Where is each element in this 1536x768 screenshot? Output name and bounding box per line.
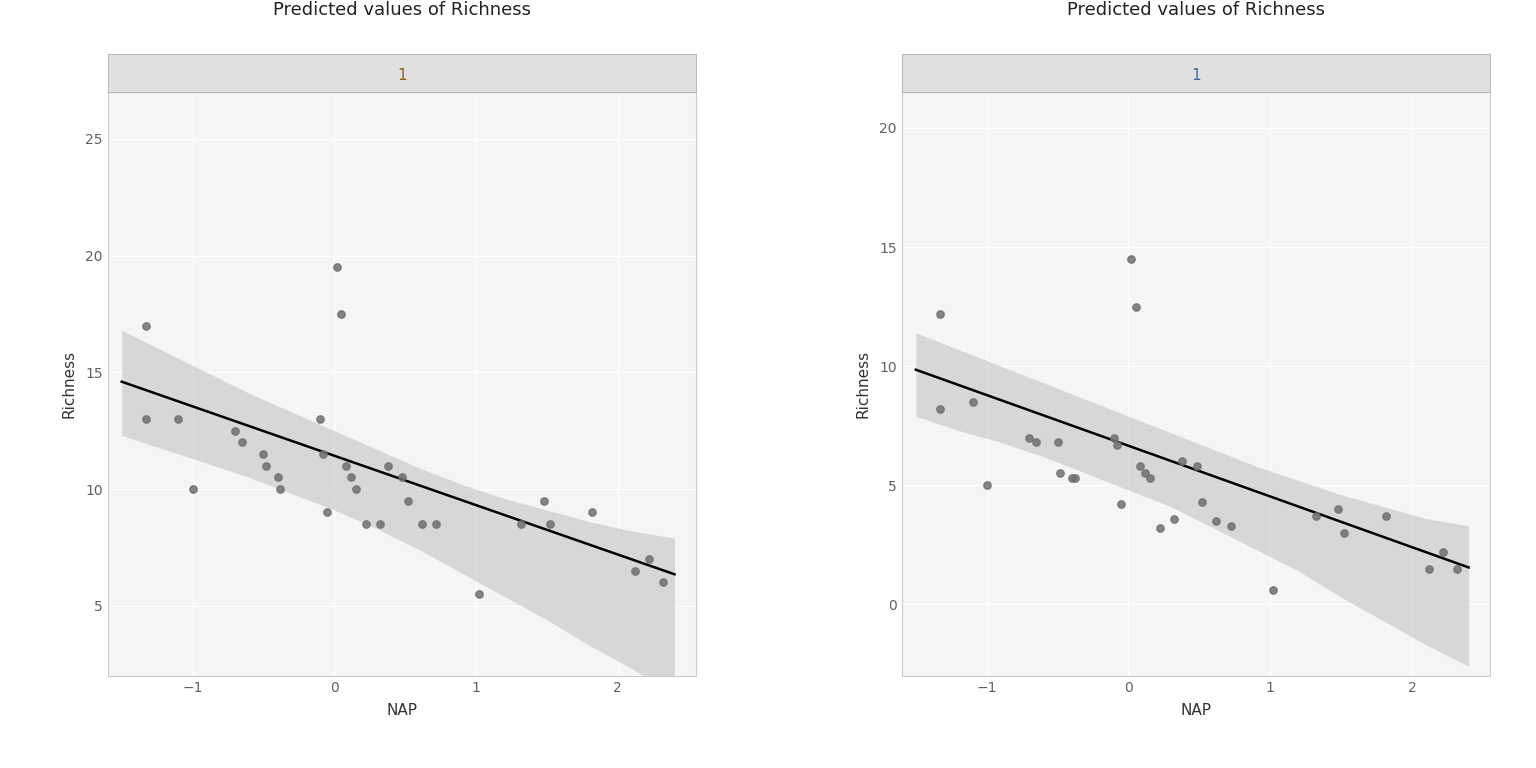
- Point: [1138, 472, 1163, 485]
- Point: [396, 495, 421, 507]
- Point: [637, 553, 662, 565]
- Point: [1332, 527, 1356, 539]
- Point: [353, 518, 378, 530]
- Point: [339, 472, 364, 484]
- Point: [134, 413, 158, 425]
- Point: [166, 413, 190, 425]
- Point: [252, 448, 276, 460]
- Point: [343, 483, 367, 495]
- Title: Predicted values of Richness: Predicted values of Richness: [1068, 2, 1324, 19]
- Point: [1123, 300, 1147, 313]
- Point: [1063, 472, 1087, 485]
- X-axis label: NAP: NAP: [386, 703, 418, 718]
- Point: [960, 396, 985, 408]
- Point: [1127, 460, 1152, 472]
- Point: [1104, 439, 1129, 451]
- Point: [651, 576, 676, 588]
- Point: [581, 506, 605, 518]
- Point: [1147, 522, 1172, 535]
- Point: [1017, 432, 1041, 444]
- Point: [508, 518, 533, 530]
- Point: [1326, 503, 1350, 515]
- Point: [928, 307, 952, 319]
- Point: [1218, 520, 1243, 532]
- Point: [266, 472, 290, 484]
- Point: [1134, 467, 1158, 479]
- Point: [410, 518, 435, 530]
- Title: Predicted values of Richness: Predicted values of Richness: [273, 2, 530, 19]
- Point: [253, 459, 278, 472]
- Point: [1048, 467, 1072, 479]
- Point: [1416, 562, 1441, 574]
- Point: [326, 261, 350, 273]
- Point: [1060, 472, 1084, 485]
- Point: [315, 506, 339, 518]
- Point: [180, 483, 204, 495]
- Point: [1109, 498, 1134, 511]
- Point: [310, 448, 335, 460]
- Y-axis label: Richness: Richness: [61, 350, 77, 418]
- Point: [329, 308, 353, 320]
- Point: [223, 425, 247, 437]
- Point: [467, 588, 492, 601]
- Point: [531, 495, 556, 507]
- Point: [1184, 460, 1209, 472]
- Point: [367, 518, 392, 530]
- Y-axis label: Richness: Richness: [856, 350, 871, 418]
- Point: [376, 459, 401, 472]
- Point: [538, 518, 562, 530]
- Point: [1303, 510, 1327, 522]
- Point: [307, 413, 332, 425]
- Point: [928, 403, 952, 415]
- Point: [1161, 512, 1186, 525]
- Point: [1261, 584, 1286, 596]
- Point: [622, 564, 647, 577]
- Point: [424, 518, 449, 530]
- Point: [1375, 510, 1399, 522]
- Point: [1445, 562, 1470, 574]
- Point: [333, 459, 358, 472]
- Point: [1120, 253, 1144, 265]
- Point: [1432, 546, 1456, 558]
- Point: [390, 472, 415, 484]
- Point: [1101, 432, 1126, 444]
- Point: [1046, 436, 1071, 449]
- Point: [134, 319, 158, 332]
- Point: [269, 483, 293, 495]
- Point: [1170, 455, 1195, 468]
- X-axis label: NAP: NAP: [1180, 703, 1212, 718]
- Point: [1204, 515, 1229, 527]
- Point: [230, 436, 255, 449]
- Point: [974, 479, 998, 492]
- Point: [1190, 496, 1215, 508]
- Point: [1025, 436, 1049, 449]
